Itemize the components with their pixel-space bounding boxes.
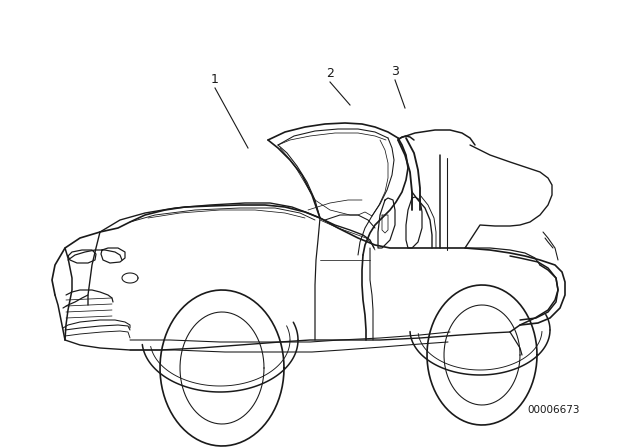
Text: 2: 2	[326, 67, 334, 80]
Text: 00006673: 00006673	[527, 405, 580, 415]
Text: 1: 1	[211, 73, 219, 86]
Text: 3: 3	[391, 65, 399, 78]
